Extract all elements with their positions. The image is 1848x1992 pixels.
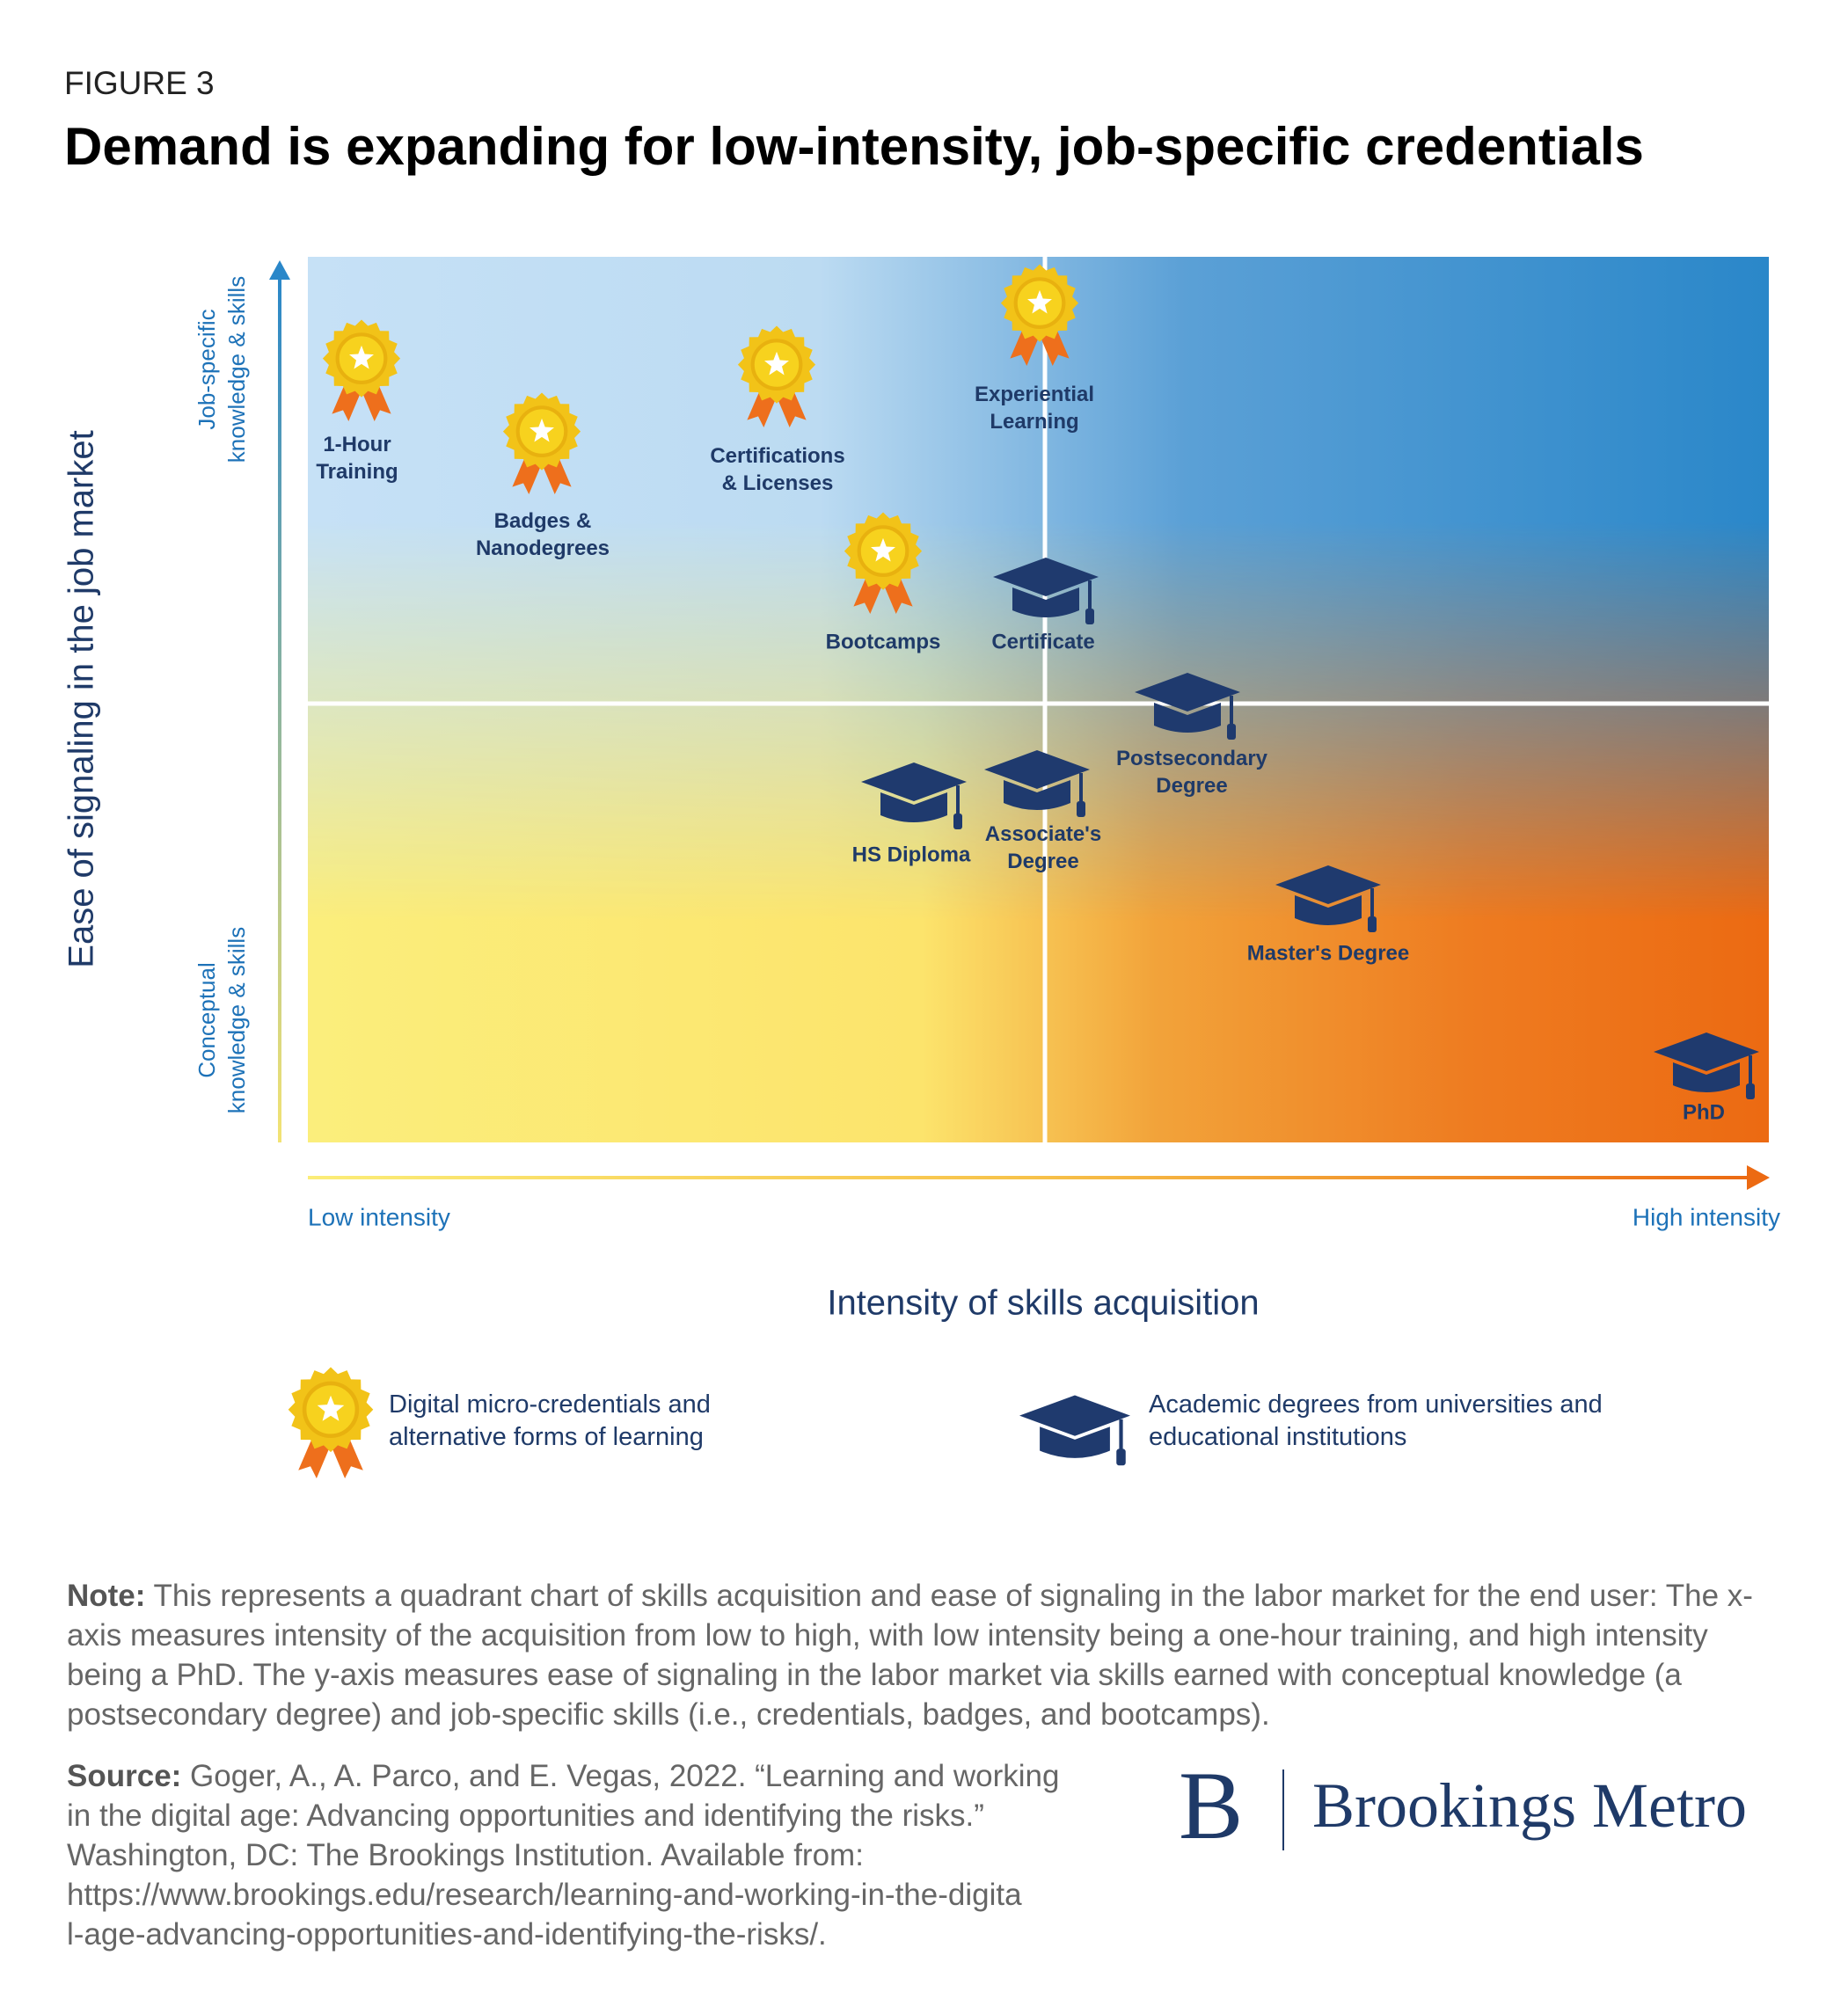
node-label: PhD: [1683, 1100, 1725, 1125]
tassel: [1085, 609, 1094, 624]
cap-top: [1275, 865, 1381, 904]
logo-letter: B: [1179, 1752, 1244, 1859]
figure-label: FIGURE 3: [64, 65, 215, 101]
x-arrow: [308, 1176, 1750, 1179]
y-axis-label: Ease of signaling in the job market: [62, 430, 101, 967]
logo-separator: [1282, 1769, 1284, 1850]
node-label: Bootcamps: [825, 630, 941, 654]
cap-top: [984, 750, 1090, 789]
node-label: Experiential Learning: [974, 383, 1095, 434]
cap-base: [1012, 587, 1079, 617]
cap-top: [1019, 1395, 1130, 1436]
cap-base: [1295, 895, 1362, 925]
medal-icon: [844, 512, 923, 614]
cap-base: [880, 792, 947, 822]
x-arrow-head: [1747, 1165, 1770, 1190]
y-end-label-line: knowledge & skills: [223, 276, 250, 463]
note: Note: This represents a quadrant chart o…: [67, 1576, 1791, 1734]
y-end-label-line: knowledge & skills: [223, 927, 250, 1113]
legend-label: Digital micro-credentials and alternativ…: [389, 1390, 711, 1451]
cap-icon: [1019, 1395, 1130, 1466]
medal-icon: [502, 392, 581, 494]
tassel: [1368, 916, 1377, 932]
note-text: This represents a quadrant chart of skil…: [67, 1579, 1753, 1732]
x-axis-label: Intensity of skills acquisition: [827, 1284, 1259, 1323]
node-label: Certifications & Licenses: [710, 444, 845, 495]
node-label: Badges & Nanodegrees: [475, 509, 610, 560]
note-label: Note:: [67, 1579, 146, 1613]
cap-top: [1135, 673, 1240, 711]
cap-icon: [993, 558, 1099, 624]
node-label: Postsecondary Degree: [1115, 747, 1268, 798]
cap-icon: [1654, 1032, 1759, 1099]
source-label: Source:: [67, 1759, 182, 1793]
tassel: [953, 814, 962, 829]
medal-icon: [1000, 264, 1079, 366]
medal-icon: [288, 1367, 374, 1478]
tassel: [1746, 1084, 1755, 1099]
node-label: Associate's Degree: [984, 822, 1102, 873]
source-text: Goger, A., A. Parco, and E. Vegas, 2022.…: [67, 1759, 1060, 1952]
tassel: [1077, 801, 1085, 817]
star: [1027, 289, 1052, 314]
tassel: [1227, 724, 1236, 740]
node-label: 1-Hour Training: [316, 433, 398, 484]
star: [764, 351, 789, 376]
y-end-label: Job-specific knowledge & skills: [194, 276, 250, 463]
cap-top: [861, 763, 967, 801]
cap-base: [1673, 1062, 1740, 1092]
logo-name: Brookings Metro: [1312, 1770, 1747, 1841]
star: [871, 537, 895, 562]
y-end-label-line: Conceptual: [194, 962, 220, 1078]
cap-top: [993, 558, 1099, 596]
tassel: [1116, 1448, 1126, 1466]
star: [530, 418, 554, 442]
x-low-label: Low intensity: [308, 1203, 450, 1230]
title: Demand is expanding for low-intensity, j…: [64, 117, 1644, 176]
source: Source: Goger, A., A. Parco, and E. Vega…: [67, 1756, 1059, 1954]
cap-base: [1040, 1427, 1110, 1458]
cap-icon: [1275, 865, 1381, 932]
node-label: Master's Degree: [1246, 941, 1410, 966]
chart: Ease of signaling in the job market Inte…: [62, 257, 1780, 1478]
y-arrow-head: [269, 260, 290, 280]
cap-icon: [861, 763, 967, 829]
medal-icon: [737, 325, 816, 427]
legend-label: Academic degrees from universities and e…: [1149, 1390, 1603, 1451]
cap-icon: [1135, 673, 1240, 740]
star: [317, 1395, 345, 1421]
y-end-label-line: Job-specific: [194, 309, 220, 429]
cap-base: [1154, 703, 1221, 733]
medal-icon: [322, 319, 401, 421]
cap-icon: [984, 750, 1090, 817]
cap-base: [1004, 780, 1070, 810]
y-arrow: [278, 274, 281, 1142]
x-high-label: High intensity: [1633, 1203, 1780, 1230]
star: [349, 345, 374, 369]
y-end-label: Conceptual knowledge & skills: [194, 927, 250, 1113]
node-label: Certificate: [991, 630, 1095, 654]
cap-top: [1654, 1032, 1759, 1071]
node-label: HS Diploma: [851, 843, 971, 867]
